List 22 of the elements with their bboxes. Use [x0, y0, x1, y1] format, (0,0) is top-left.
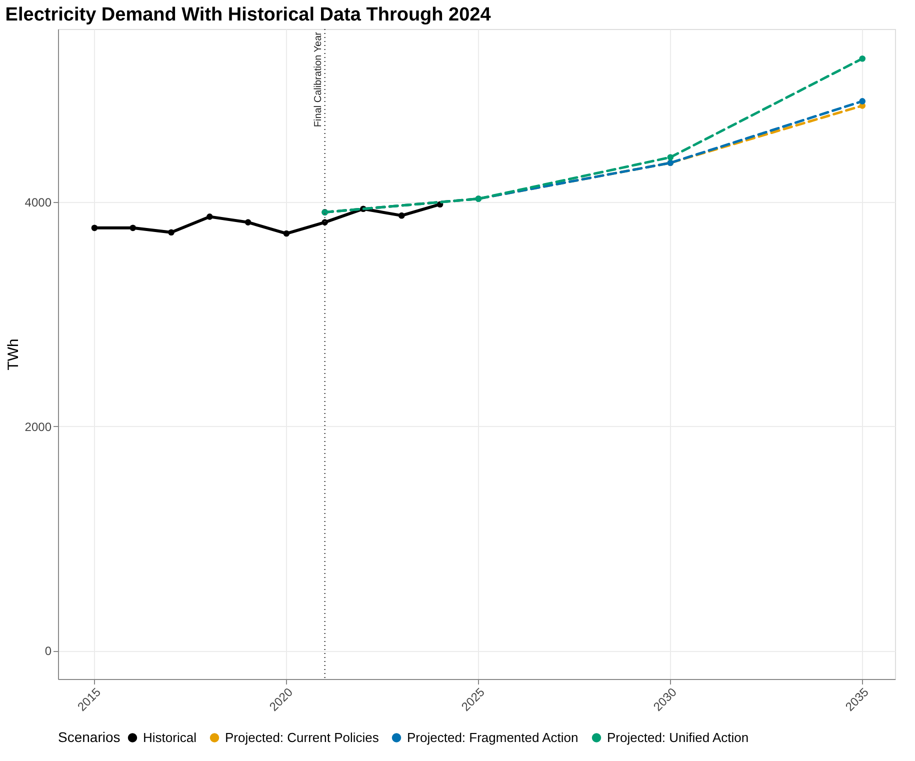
ref-line-label: Final Calibration Year [312, 31, 324, 128]
y-axis-title: TWh [4, 338, 22, 370]
y-tick-label: 0 [44, 644, 52, 658]
point [168, 229, 174, 236]
point [283, 230, 290, 237]
legend-label: Projected: Unified Action [607, 730, 749, 745]
point [244, 219, 252, 226]
y-tick-label: 4000 [24, 196, 52, 210]
legend-label: Historical [143, 730, 197, 745]
y-tick-label: 2000 [24, 420, 52, 434]
point [398, 212, 405, 219]
point [206, 214, 213, 220]
point [91, 224, 98, 232]
point [667, 154, 674, 160]
legend-title: Scenarios [58, 729, 120, 745]
point [322, 219, 328, 226]
point [859, 98, 866, 104]
point [130, 224, 136, 232]
legend-label: Projected: Fragmented Action [407, 730, 578, 745]
chart-title: Electricity Demand With Historical Data Through 2024 [5, 4, 492, 26]
point [859, 55, 866, 62]
legend-label: Projected: Current Policies [225, 730, 380, 745]
